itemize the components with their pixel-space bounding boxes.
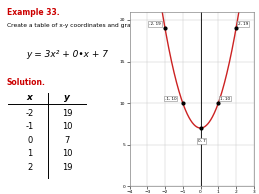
Text: 10: 10 bbox=[62, 122, 73, 131]
Text: 1, 10: 1, 10 bbox=[220, 97, 230, 101]
Text: 10: 10 bbox=[62, 149, 73, 158]
Text: 2, 19: 2, 19 bbox=[238, 22, 248, 26]
Text: 19: 19 bbox=[62, 163, 73, 172]
Text: 2: 2 bbox=[27, 163, 32, 172]
Text: x: x bbox=[27, 93, 33, 102]
Text: 0, 7: 0, 7 bbox=[198, 139, 206, 143]
Text: y: y bbox=[64, 93, 70, 102]
Text: Example 33.: Example 33. bbox=[7, 8, 59, 17]
Text: -2, 19: -2, 19 bbox=[149, 22, 161, 26]
Text: Create a table of x-y coordinates and graph the function.: Create a table of x-y coordinates and gr… bbox=[7, 23, 178, 28]
Text: 1: 1 bbox=[27, 149, 32, 158]
Text: 7: 7 bbox=[65, 136, 70, 145]
Text: 19: 19 bbox=[62, 109, 73, 118]
Text: Solution.: Solution. bbox=[7, 78, 46, 87]
Text: -1: -1 bbox=[25, 122, 34, 131]
Text: 0: 0 bbox=[27, 136, 32, 145]
Text: -1, 10: -1, 10 bbox=[165, 97, 177, 101]
Text: y = 3x² + 0•x + 7: y = 3x² + 0•x + 7 bbox=[26, 50, 108, 59]
Text: -2: -2 bbox=[25, 109, 34, 118]
